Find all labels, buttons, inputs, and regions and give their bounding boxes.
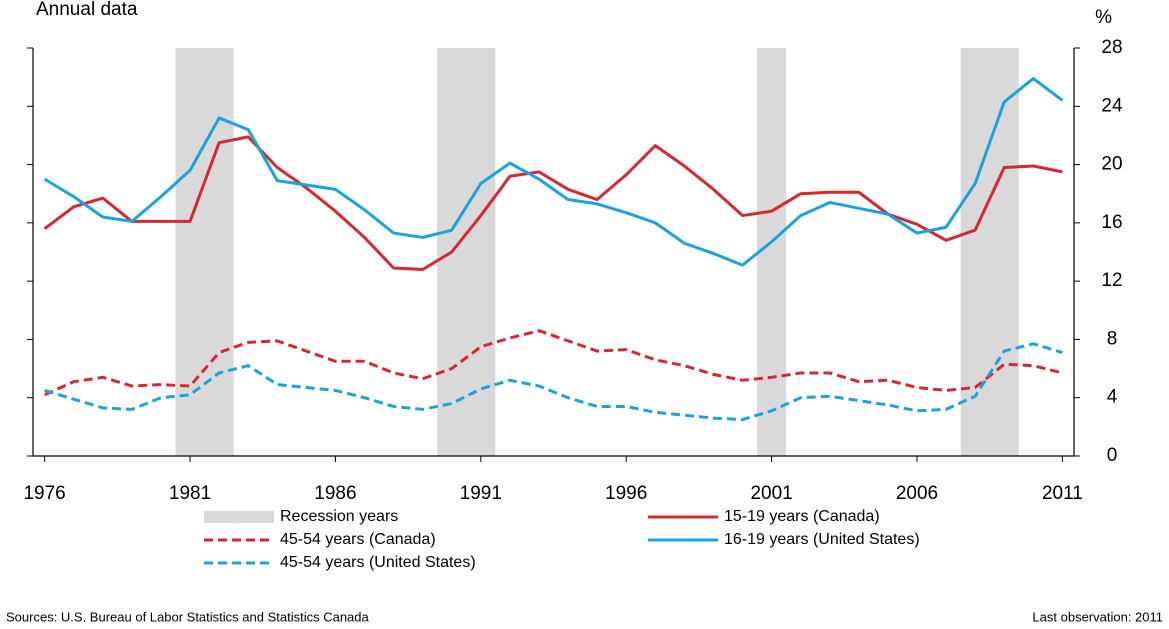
y-tick-label: 0 xyxy=(1107,445,1118,466)
x-tick-label: 1976 xyxy=(23,483,65,504)
x-tick-label: 1991 xyxy=(460,483,502,504)
note: Last observation: 2011 xyxy=(1032,609,1163,624)
legend-swatch xyxy=(204,511,274,523)
y-tick-label: 4 xyxy=(1107,387,1118,408)
y-tick-label: 12 xyxy=(1101,270,1122,291)
legend-label: 45-54 years (Canada) xyxy=(280,531,436,548)
y-tick-label: 20 xyxy=(1101,154,1122,175)
legend-label: 15-19 years (Canada) xyxy=(724,508,880,525)
legend-label: Recession years xyxy=(280,508,398,525)
y-tick-label: 28 xyxy=(1101,37,1122,58)
legend-label: 45-54 years (United States) xyxy=(280,554,476,571)
x-tick-label: 2006 xyxy=(896,483,938,504)
y-tick-label: 16 xyxy=(1101,212,1122,233)
series-line xyxy=(44,329,1063,397)
y-tick-label: 24 xyxy=(1101,95,1123,116)
source: Sources: U.S. Bureau of Labor Statistics… xyxy=(6,609,370,624)
x-tick-label: 2001 xyxy=(750,483,792,504)
recession-band xyxy=(960,48,1019,456)
x-tick-label: 2011 xyxy=(1042,483,1083,504)
x-tick-label: 1986 xyxy=(314,483,356,504)
recession-band xyxy=(175,48,234,456)
x-tick-label: 1996 xyxy=(605,483,647,504)
recession-band xyxy=(437,48,496,456)
series-line xyxy=(44,342,1063,422)
x-tick-label: 1981 xyxy=(169,483,211,504)
legend-label: 16-19 years (United States) xyxy=(724,531,920,548)
subtitle: Annual data xyxy=(36,0,138,20)
recession-band xyxy=(757,48,787,456)
series-line xyxy=(43,77,1064,267)
y-unit: % xyxy=(1095,7,1112,28)
y-tick-label: 8 xyxy=(1107,328,1118,349)
